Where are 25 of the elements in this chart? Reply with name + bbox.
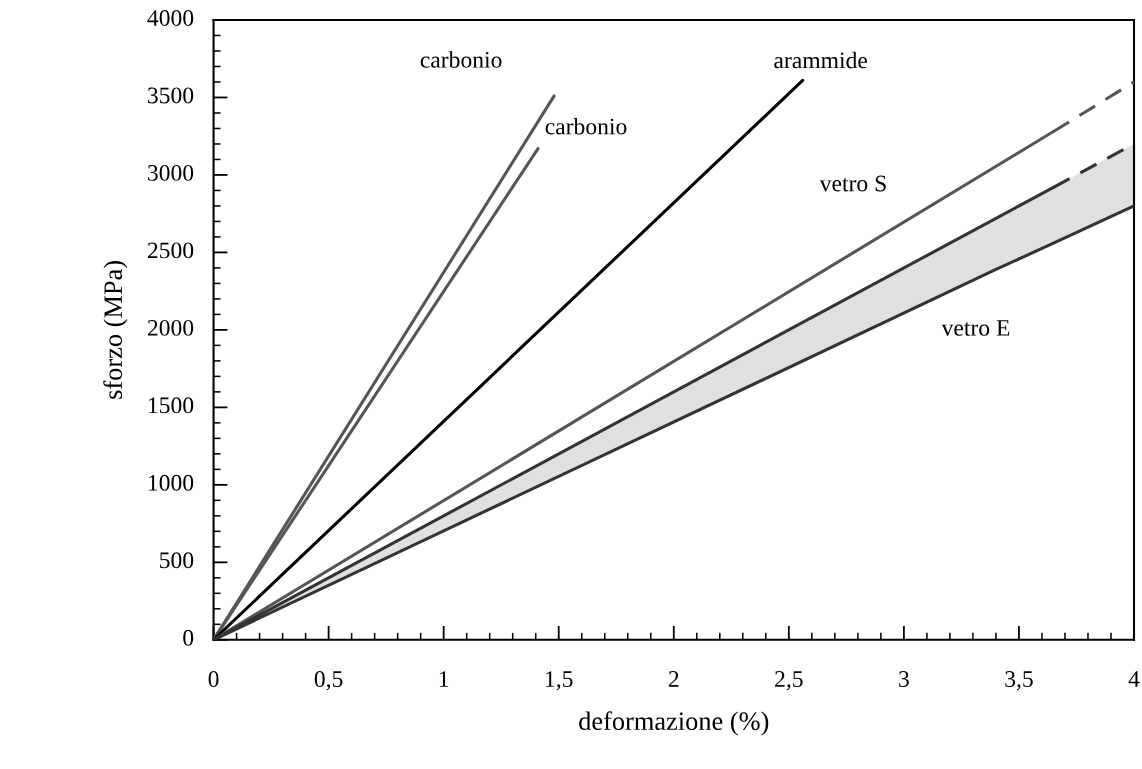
y-tick-label: 500 [160, 552, 194, 569]
y-tick-label: 2500 [147, 242, 194, 259]
y-tick-label: 1500 [148, 397, 194, 414]
y-tick-label: 0 [183, 629, 194, 646]
y-tick-label: 3500 [148, 87, 194, 104]
series-label: vetro S [819, 175, 886, 192]
text: carbonio [420, 51, 502, 68]
x-tick-label: 3 [899, 671, 909, 687]
y-tick-label: 4000 [147, 9, 194, 26]
x-axis-title: deformazione (%) [579, 711, 769, 736]
y-axis-title: sforzo (MPa) [103, 261, 128, 399]
series-label: carbonio [545, 117, 627, 135]
x-tick-label: 1 [439, 671, 449, 687]
series-label: arammide [774, 51, 868, 69]
x-tick-label: 1,5 [546, 671, 573, 691]
x-tick-label: 3,5 [1005, 671, 1033, 691]
y-tick-label: 1000 [148, 474, 194, 491]
x-tick-label: 2 [668, 671, 679, 687]
series-label: vetro E [941, 320, 1010, 336]
x-tick-label: 4 [1128, 671, 1140, 687]
y-tick-label: 2000 [147, 319, 194, 336]
y-tick-label: 3000 [148, 164, 194, 181]
x-tick-label: 0 [208, 671, 219, 687]
x-tick-label: 2,5 [775, 671, 803, 691]
x-tick-label: 0,5 [314, 671, 343, 691]
